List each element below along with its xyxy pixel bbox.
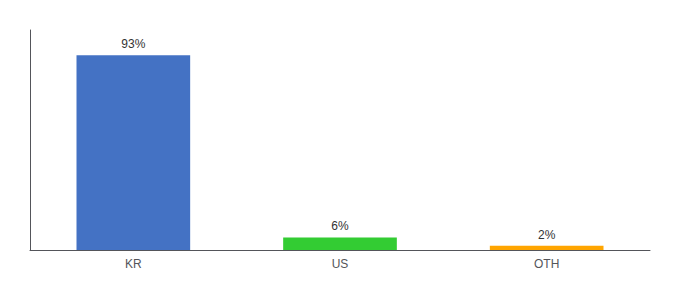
svg-text:OTH: OTH [534, 257, 559, 271]
svg-text:US: US [332, 257, 349, 271]
svg-text:93%: 93% [121, 37, 145, 51]
svg-text:6%: 6% [331, 219, 349, 233]
svg-text:2%: 2% [538, 228, 556, 242]
svg-text:KR: KR [125, 257, 142, 271]
